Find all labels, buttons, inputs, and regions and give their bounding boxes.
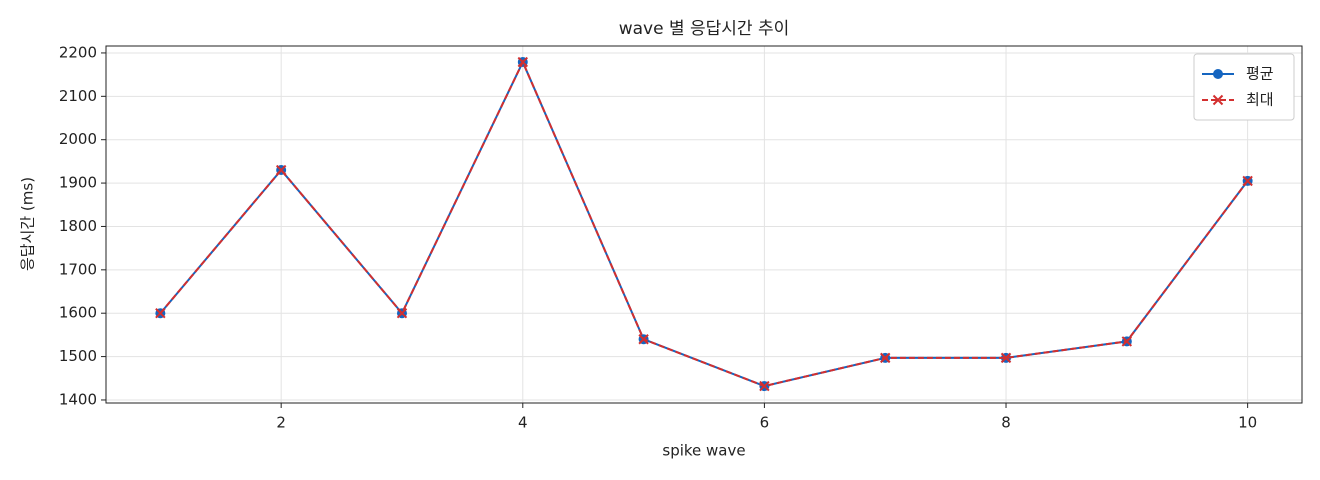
x-tick-label: 2	[276, 414, 286, 432]
x-tick-label: 6	[760, 414, 770, 432]
data-point	[517, 56, 528, 68]
legend-label: 최대	[1246, 91, 1274, 109]
y-tick-label: 2100	[59, 87, 97, 105]
x-tick-label: 8	[1001, 414, 1011, 432]
data-point	[759, 380, 770, 392]
legend-label: 평균	[1246, 65, 1274, 83]
y-tick-label: 1800	[59, 217, 97, 235]
series-line	[159, 59, 1249, 388]
y-tick-label: 1400	[59, 390, 97, 408]
y-tick-label: 1600	[59, 304, 97, 322]
plot-frame	[105, 45, 1303, 404]
y-tick-label: 1700	[59, 260, 97, 278]
data-point	[275, 164, 287, 176]
x-tick-label: 10	[1238, 414, 1257, 432]
series-line	[159, 59, 1249, 388]
data-point	[1121, 336, 1133, 347]
y-tick-label: 2000	[59, 130, 97, 148]
x-tick-label: 4	[518, 414, 528, 432]
y-tick-label: 2200	[59, 43, 97, 61]
data-point	[396, 308, 408, 319]
legend-marker	[1213, 69, 1223, 79]
legend-box	[1193, 53, 1295, 121]
data-point	[880, 352, 891, 364]
data-point	[638, 334, 649, 345]
legend-marker	[1212, 94, 1224, 106]
chart-title: wave 별 응답시간 추이	[619, 19, 790, 39]
x-axis-label: spike wave	[662, 442, 745, 460]
data-point	[1000, 352, 1012, 364]
y-axis-label: 응답시간 (ms)	[19, 177, 37, 271]
y-tick-label: 1500	[59, 347, 97, 365]
data-point	[155, 308, 166, 319]
data-point	[1242, 175, 1253, 187]
y-tick-label: 1900	[59, 174, 97, 192]
